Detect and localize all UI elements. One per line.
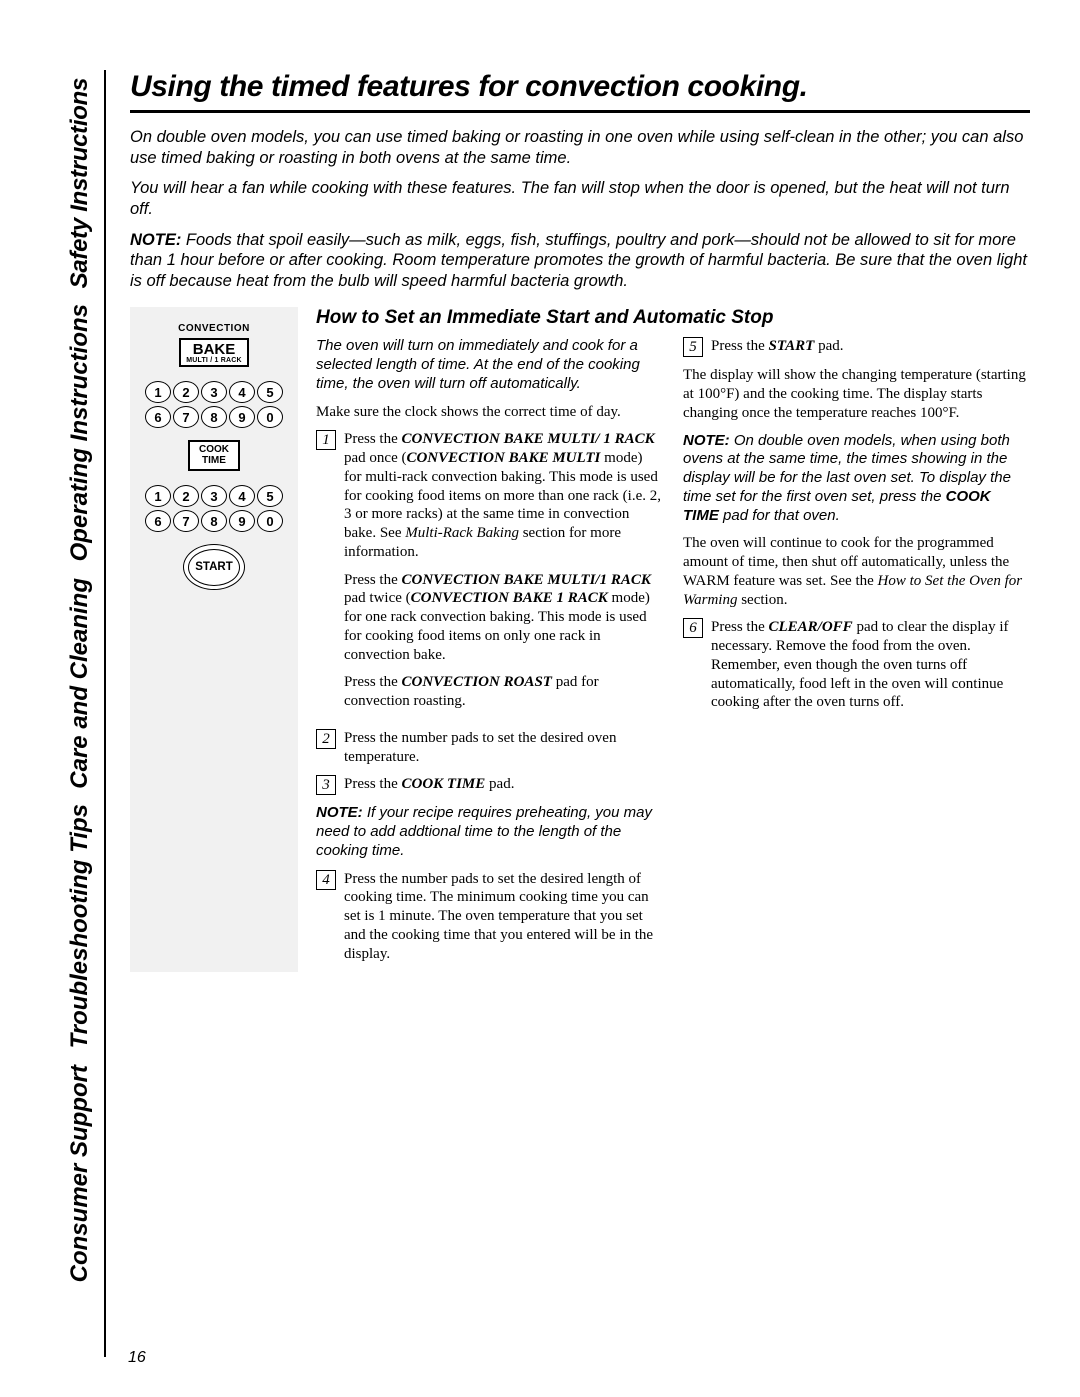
key-9: 9	[229, 406, 255, 428]
key2-1: 1	[145, 485, 171, 507]
start-pad: START	[183, 544, 245, 590]
key-2: 2	[173, 381, 199, 403]
intro-block: On double oven models, you can use timed…	[130, 127, 1030, 291]
convection-label: CONVECTION	[140, 323, 288, 334]
page-number: 16	[128, 1349, 146, 1367]
subheading: How to Set an Immediate Start and Automa…	[316, 307, 1030, 329]
step-2: 2 Press the number pads to set the desir…	[316, 729, 663, 767]
keypad-2: 1 2 3 4 5 6 7 8 9 0	[140, 485, 288, 532]
tab-operating: Operating Instructions	[66, 296, 94, 569]
intro-note-label: NOTE:	[130, 231, 181, 249]
step4-body: Press the number pads to set the desired…	[344, 870, 663, 964]
key-0: 0	[257, 406, 283, 428]
step-num-6: 6	[683, 618, 703, 638]
sidebar-divider	[104, 70, 106, 1357]
step-num-5: 5	[683, 337, 703, 357]
step1-p3: Press the CONVECTION ROAST pad for conve…	[344, 673, 663, 711]
key2-5: 5	[257, 485, 283, 507]
keypad-1: 1 2 3 4 5 6 7 8 9 0	[140, 381, 288, 428]
key2-2: 2	[173, 485, 199, 507]
instructions: How to Set an Immediate Start and Automa…	[316, 307, 1030, 972]
intro-p1: On double oven models, you can use timed…	[130, 127, 1030, 168]
step-num-2: 2	[316, 729, 336, 749]
intro-p2: You will hear a fan while cooking with t…	[130, 178, 1030, 219]
step-num-3: 3	[316, 775, 336, 795]
key2-9: 9	[229, 510, 255, 532]
key-3: 3	[201, 381, 227, 403]
step-4: 4 Press the number pads to set the desir…	[316, 870, 663, 964]
tab-care: Care and Cleaning	[66, 570, 94, 797]
cook-time-pad: COOK TIME	[188, 440, 240, 471]
step-num-4: 4	[316, 870, 336, 890]
right-column: 5 Press the START pad. The display will …	[683, 337, 1030, 972]
step-6: 6 Press the CLEAR/OFF pad to clear the d…	[683, 618, 1030, 712]
key2-7: 7	[173, 510, 199, 532]
step-1: 1 Press the CONVECTION BAKE MULTI/ 1 RAC…	[316, 430, 663, 720]
clock-note: Make sure the clock shows the correct ti…	[316, 403, 663, 422]
bake-sub-label: MULTI / 1 RACK	[181, 357, 247, 364]
step1-p2: Press the CONVECTION BAKE MULTI/1 RACK p…	[344, 571, 663, 665]
start-label: START	[188, 549, 240, 586]
time-label: TIME	[190, 456, 238, 467]
intro-note-body: Foods that spoil easily—such as milk, eg…	[130, 231, 1027, 290]
step-3: 3 Press the COOK TIME pad.	[316, 775, 663, 795]
page-title: Using the timed features for convection …	[130, 70, 1030, 113]
key2-0: 0	[257, 510, 283, 532]
tab-safety: Safety Instructions	[66, 70, 94, 296]
right-note: NOTE: On double oven models, when using …	[683, 432, 1030, 526]
key-8: 8	[201, 406, 227, 428]
right-p2: The oven will continue to cook for the p…	[683, 534, 1030, 609]
preheat-note: NOTE: If your recipe requires preheating…	[316, 804, 663, 860]
intro-note: NOTE: Foods that spoil easily—such as mi…	[130, 230, 1030, 292]
step6-body: Press the CLEAR/OFF pad to clear the dis…	[711, 618, 1030, 712]
tab-troubleshooting: Troubleshooting Tips	[66, 796, 94, 1056]
key-1: 1	[145, 381, 171, 403]
step5-body: Press the START pad.	[711, 337, 1030, 357]
bake-label: BAKE	[181, 342, 247, 357]
left-column: The oven will turn on immediately and co…	[316, 337, 663, 972]
tab-consumer: Consumer Support	[66, 1057, 94, 1290]
step-5: 5 Press the START pad.	[683, 337, 1030, 357]
key-5: 5	[257, 381, 283, 403]
key2-8: 8	[201, 510, 227, 532]
step-num-1: 1	[316, 430, 336, 450]
key2-3: 3	[201, 485, 227, 507]
step1-p1: Press the CONVECTION BAKE MULTI/ 1 RACK …	[344, 430, 663, 561]
sidebar-tabs: Safety Instructions Operating Instructio…	[60, 70, 100, 1357]
lead-text: The oven will turn on immediately and co…	[316, 337, 663, 393]
step2-body: Press the number pads to set the desired…	[344, 729, 663, 767]
step3-body: Press the COOK TIME pad.	[344, 775, 663, 795]
bake-pad: BAKE MULTI / 1 RACK	[179, 338, 249, 367]
key-4: 4	[229, 381, 255, 403]
key2-6: 6	[145, 510, 171, 532]
right-p1: The display will show the changing tempe…	[683, 366, 1030, 422]
key2-4: 4	[229, 485, 255, 507]
control-panel-illustration: CONVECTION BAKE MULTI / 1 RACK 1 2 3 4 5…	[130, 307, 298, 972]
key-6: 6	[145, 406, 171, 428]
key-7: 7	[173, 406, 199, 428]
main-content: Using the timed features for convection …	[112, 70, 1040, 1357]
